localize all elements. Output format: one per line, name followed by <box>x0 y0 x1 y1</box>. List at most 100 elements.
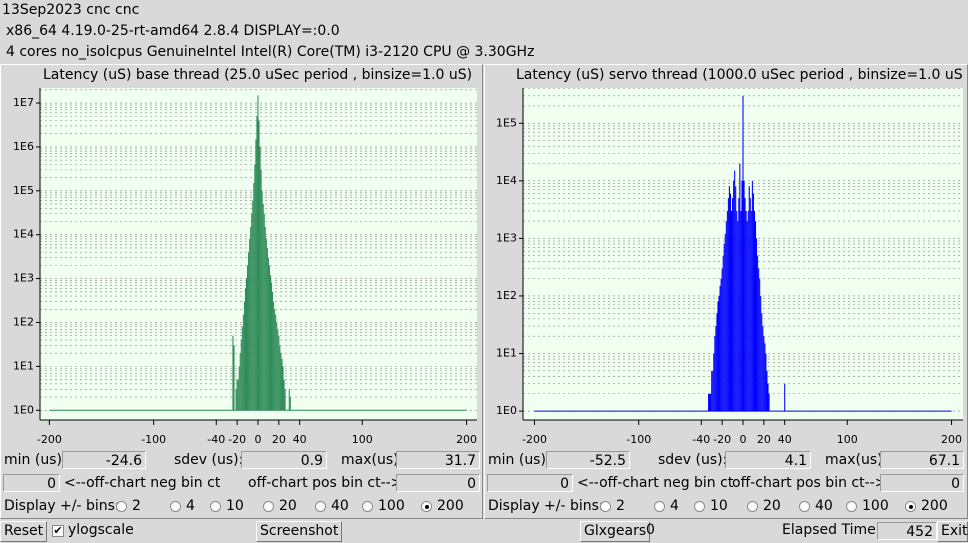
histogram-bar <box>714 336 716 412</box>
histogram-bar <box>277 329 279 411</box>
sdev-entry[interactable]: 4.1 <box>725 451 811 469</box>
histogram-bar <box>245 278 248 411</box>
bins-option: 2 <box>616 498 625 514</box>
x-tick-label: -20 <box>713 433 731 446</box>
histogram-bar <box>708 393 712 412</box>
x-tick-label: -200 <box>522 433 547 446</box>
y-tick-label: 1E0 <box>496 404 517 417</box>
min-entry[interactable]: -24.6 <box>62 451 146 469</box>
histogram-bar <box>727 198 729 412</box>
histogram-bar <box>275 314 277 411</box>
histogram-bar <box>764 343 766 412</box>
max-entry[interactable]: 31.7 <box>396 451 480 469</box>
histogram-bar <box>760 295 762 412</box>
bins-radio[interactable] <box>421 501 432 512</box>
histogram-bar <box>738 198 740 412</box>
histogram-bar <box>763 336 765 412</box>
histogram-bar <box>242 314 244 411</box>
histogram-bar <box>731 210 733 412</box>
neg-count-entry[interactable]: 0 <box>3 474 60 492</box>
bins-option: 200 <box>921 498 948 514</box>
sdev-entry[interactable]: 0.9 <box>241 451 327 469</box>
histogram-bar <box>289 397 291 411</box>
histogram-bar <box>232 335 234 411</box>
bins-radio[interactable] <box>747 501 758 512</box>
chart-title: Latency (uS) base thread (25.0 uSec peri… <box>43 67 472 83</box>
histogram-bar <box>247 265 249 411</box>
bins-radio[interactable] <box>905 501 916 512</box>
histogram-bar <box>256 116 258 411</box>
bins-radio[interactable] <box>600 501 611 512</box>
bins-radio[interactable] <box>799 501 810 512</box>
bins-radio[interactable] <box>210 501 221 512</box>
histogram-bar <box>253 183 255 411</box>
histogram-bar <box>244 288 246 411</box>
histogram-bar <box>258 120 260 411</box>
histogram-bar <box>723 243 725 412</box>
bins-option: 100 <box>378 498 405 514</box>
bins-label: Display +/- bins: <box>488 498 604 514</box>
histogram-bar <box>753 210 755 412</box>
histogram-bar <box>751 180 753 412</box>
bins-radio[interactable] <box>694 501 705 512</box>
sdev-label: sdev (us): <box>658 452 728 468</box>
histogram-bar <box>762 326 764 412</box>
y-tick-label: 1E6 <box>13 140 34 153</box>
histogram-bar <box>735 186 737 412</box>
histogram-bar <box>267 257 269 411</box>
bins-radio[interactable] <box>263 501 274 512</box>
histogram-bar <box>236 379 238 411</box>
max-entry[interactable]: 67.1 <box>880 451 964 469</box>
histogram-bar <box>743 180 745 412</box>
bins-radio[interactable] <box>362 501 373 512</box>
neg-count-label: <--off-chart neg bin ct <box>64 475 221 491</box>
bins-option: 4 <box>186 498 195 514</box>
histogram-bar <box>748 186 750 412</box>
screenshot-button[interactable]: Screenshot <box>256 521 343 542</box>
histogram-bar <box>266 247 268 411</box>
histogram-bar <box>718 295 720 412</box>
reset-button[interactable]: Reset <box>0 521 48 542</box>
bins-option: 20 <box>279 498 297 514</box>
bins-radio[interactable] <box>116 501 127 512</box>
bins-option: 10 <box>226 498 244 514</box>
bins-radio[interactable] <box>846 501 857 512</box>
bins-radio[interactable] <box>654 501 665 512</box>
neg-count-entry[interactable]: 0 <box>487 474 573 492</box>
min-label: min (us) <box>488 452 546 468</box>
histogram-bar <box>268 265 270 411</box>
histogram-bar <box>712 370 714 412</box>
max-label: max(us) <box>341 452 399 468</box>
histogram-bar <box>279 345 281 411</box>
histogram-bar <box>765 353 767 412</box>
bins-radio[interactable] <box>170 501 181 512</box>
x-tick-label: 100 <box>837 433 858 446</box>
glxgears-button[interactable]: Glxgears <box>580 521 651 542</box>
pos-count-entry[interactable]: 0 <box>880 474 964 492</box>
sdev-label: sdev (us): <box>174 452 244 468</box>
neg-count-label: <--off-chart neg bin ct <box>577 475 734 491</box>
x-tick-label: -100 <box>141 433 166 446</box>
histogram-bar <box>719 285 721 412</box>
bins-option: 20 <box>763 498 781 514</box>
bins-radio[interactable] <box>315 501 326 512</box>
ylogscale-checkbox[interactable]: ✔ <box>52 524 64 537</box>
histogram-bar <box>784 383 786 412</box>
histogram-bar <box>269 275 272 411</box>
histogram-bar <box>717 301 719 412</box>
x-tick-label: 0 <box>740 433 747 446</box>
histogram-bar <box>742 95 744 412</box>
y-tick-label: 1E2 <box>496 289 517 302</box>
histogram-bar <box>240 339 242 411</box>
charts: Latency (uS) base thread (25.0 uSec peri… <box>13 67 963 446</box>
min-entry[interactable]: -52.5 <box>546 451 630 469</box>
histogram-bar <box>262 204 264 411</box>
histogram-bar <box>758 268 760 412</box>
histogram-bar <box>724 233 726 412</box>
pos-count-entry[interactable]: 0 <box>396 474 480 492</box>
x-tick-label: -20 <box>228 433 246 446</box>
elapsed-entry: 452 <box>877 522 937 540</box>
x-tick-label: 40 <box>293 433 307 446</box>
histogram-bar <box>726 210 728 412</box>
exit-button[interactable]: Exit <box>937 521 968 542</box>
